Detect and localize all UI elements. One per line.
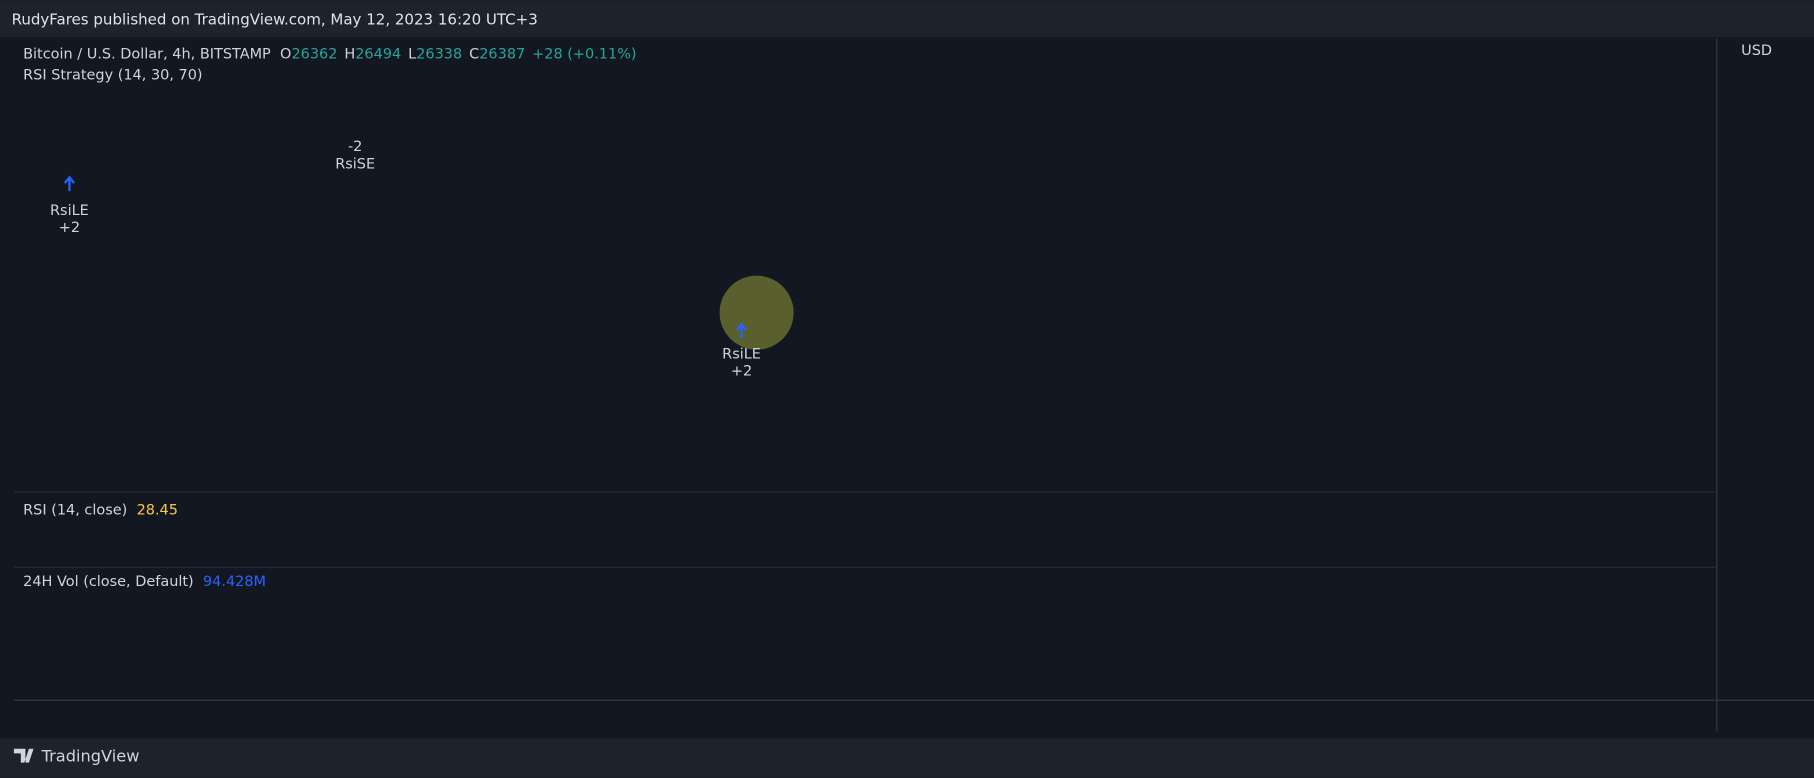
signal-qty: +2 (731, 364, 752, 380)
signal-label: RsiSE (335, 157, 375, 173)
header-bar (0, 0, 1814, 38)
brand: TradingView (41, 746, 140, 765)
o-letter: O (280, 47, 291, 63)
h-letter: H (344, 47, 355, 63)
publisher: RudyFares published on TradingView.com, … (12, 10, 538, 28)
signal-3: RsiLE +2 (722, 322, 761, 380)
symbol: Bitcoin / U.S. Dollar, 4h, BITSTAMP (23, 47, 271, 63)
rsi-name: RSI (14, close) (23, 502, 127, 518)
h-value: 26494 (355, 47, 401, 63)
c-value: 26387 (479, 47, 525, 63)
volume-readout: 94.428M (203, 574, 266, 590)
signal-1: RsiLE +2 (50, 175, 89, 236)
rsi-legend: RSI (14, close) 28.45 (23, 502, 178, 518)
signal-label: RsiLE (50, 203, 89, 219)
arrow-up (736, 322, 748, 339)
l-letter: L (408, 47, 416, 63)
c-letter: C (469, 47, 479, 63)
signal-2: -2 RsiSE (335, 139, 375, 172)
logo (13, 748, 34, 763)
strategy-legend: RSI Strategy (14, 30, 70) (23, 67, 202, 83)
signal-label: RsiLE (722, 346, 761, 362)
arrow-up (63, 175, 75, 192)
signal-qty: +2 (59, 220, 80, 236)
change: +28 (+0.11%) (532, 47, 636, 63)
currency: USD (1741, 43, 1772, 59)
rsi-readout: 28.45 (137, 502, 178, 518)
l-value: 26338 (416, 47, 462, 63)
o-value: 26362 (291, 47, 337, 63)
highlight-circle (719, 275, 794, 350)
signal-qty: -2 (348, 139, 362, 155)
volume-name: 24H Vol (close, Default) (23, 574, 194, 590)
volume-legend: 24H Vol (close, Default) 94.428M (23, 574, 266, 590)
footer-bar (0, 738, 1814, 778)
legend-ohlc: Bitcoin / U.S. Dollar, 4h, BITSTAMP O2636… (23, 47, 636, 63)
